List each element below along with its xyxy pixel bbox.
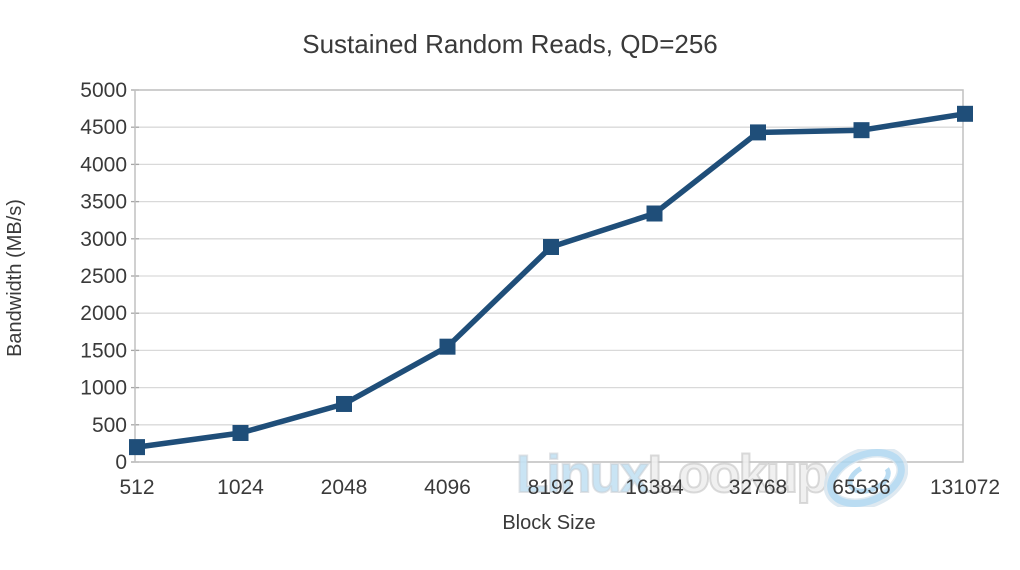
y-tick-label: 3000: [80, 228, 127, 251]
chart-title: Sustained Random Reads, QD=256: [302, 29, 718, 59]
data-point-marker-512: [129, 439, 145, 456]
data-point-marker-8192: [543, 238, 559, 255]
data-point-marker-65536: [853, 122, 870, 139]
y-tick-label: 1000: [80, 377, 127, 400]
y-tick-label: 0: [115, 451, 127, 474]
y-tick-label: 500: [92, 414, 127, 437]
y-tick-label: 1500: [80, 339, 127, 362]
watermark-text-linux: Linux: [515, 445, 650, 504]
y-tick-label: 4500: [80, 116, 127, 139]
data-point-marker-32768: [750, 124, 766, 141]
linuxlookup-watermark: LinuxLookup: [515, 445, 830, 505]
y-tick-label: 2000: [80, 302, 127, 325]
watermark-text-lookup: Lookup: [646, 445, 829, 504]
data-point-marker-16384: [646, 205, 663, 222]
y-tick-label: 3500: [80, 191, 127, 214]
swirl-at-logo-icon: [824, 449, 908, 507]
y-tick-label: 2500: [80, 265, 127, 288]
x-axis-title: Block Size: [502, 512, 596, 534]
plot-border: [134, 89, 964, 463]
data-point-marker-2048: [336, 395, 352, 412]
data-point-marker-131072: [957, 105, 973, 122]
data-point-marker-1024: [232, 424, 249, 441]
data-point-marker-4096: [439, 338, 456, 355]
y-tick-label: 5000: [80, 79, 127, 102]
y-axis-title: Bandwidth (MB/s): [4, 199, 26, 357]
y-tick-label: 4000: [80, 153, 127, 176]
